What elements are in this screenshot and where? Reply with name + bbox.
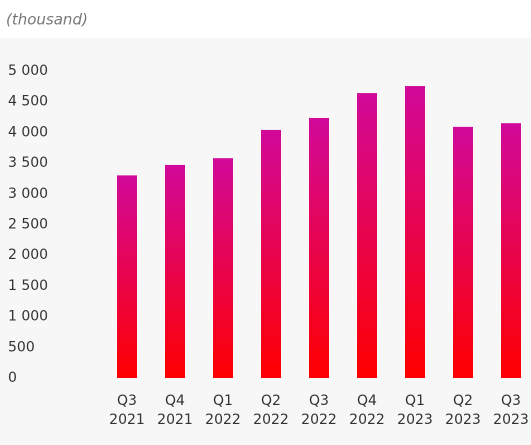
x-tick-label: Q3 2022 bbox=[301, 393, 337, 428]
bar bbox=[357, 93, 377, 378]
x-tick-label: Q2 2023 bbox=[445, 393, 481, 428]
x-tick-label: Q1 2023 bbox=[397, 393, 433, 428]
x-tick-label: Q1 2022 bbox=[205, 393, 241, 428]
y-tick-label: 4 000 bbox=[8, 124, 48, 140]
x-tick-label: Q3 2021 bbox=[109, 393, 145, 428]
bar bbox=[213, 158, 233, 378]
y-tick-label: 1 000 bbox=[8, 309, 48, 325]
y-tick-label: 2 500 bbox=[8, 217, 48, 233]
bar bbox=[453, 126, 473, 379]
bar bbox=[117, 175, 137, 378]
y-tick-label: 3 000 bbox=[8, 186, 48, 202]
bar bbox=[405, 86, 425, 378]
bar bbox=[261, 129, 281, 378]
y-tick-label: 2 000 bbox=[8, 247, 48, 263]
bar bbox=[309, 117, 329, 378]
subtitle: (thousand) bbox=[6, 11, 88, 29]
bar bbox=[501, 123, 521, 378]
y-tick-label: 1 500 bbox=[8, 278, 48, 294]
y-tick-label: 4 500 bbox=[8, 94, 48, 110]
y-tick-label: 5 000 bbox=[8, 63, 48, 79]
x-tick-label: Q2 2022 bbox=[253, 393, 289, 428]
bar bbox=[165, 164, 185, 378]
x-tick-label: Q4 2022 bbox=[349, 393, 385, 428]
y-tick-label: 500 bbox=[8, 339, 35, 355]
y-tick-label: 3 500 bbox=[8, 155, 48, 171]
x-tick-label: Q4 2021 bbox=[157, 393, 193, 428]
y-tick-label: 0 bbox=[8, 370, 17, 386]
x-tick-label: Q3 2023 bbox=[493, 393, 529, 428]
